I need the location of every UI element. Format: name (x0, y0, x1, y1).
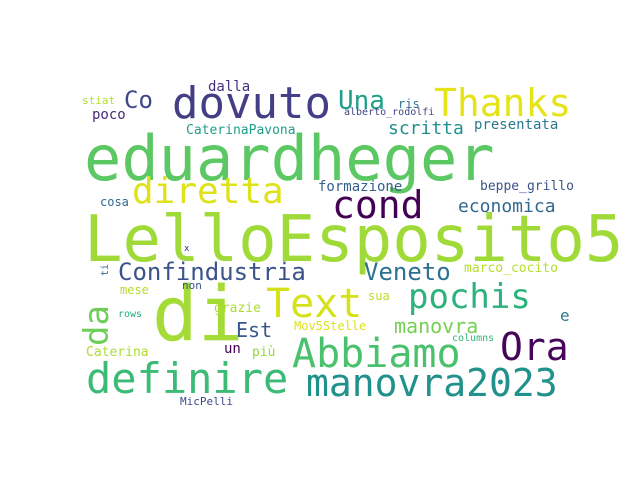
word: beppe_grillo (480, 179, 574, 194)
word: un (224, 341, 241, 357)
word: sua (368, 289, 390, 303)
word: cond (332, 183, 424, 227)
word: presentata (474, 117, 559, 133)
word: dovuto (172, 78, 331, 129)
word: Ora (500, 325, 569, 369)
word: MicPelli (180, 395, 233, 408)
word: ti (100, 263, 111, 276)
word: Text (266, 281, 363, 327)
word: di (152, 269, 244, 358)
word: Thanks (434, 81, 572, 125)
word: ris (398, 97, 420, 111)
word: Mov5Stelle (294, 319, 367, 333)
word: da (77, 305, 117, 346)
word: definire (86, 354, 289, 403)
word: poco (92, 107, 126, 123)
word: economica (458, 196, 556, 217)
word: CaterinaPavona (186, 123, 296, 138)
word: Co (124, 86, 153, 114)
word: marco_cocito (464, 261, 558, 276)
word: Confindustria (118, 258, 306, 286)
word: manovra2023 (306, 361, 558, 405)
word: alberto_rodolfi (344, 107, 435, 118)
word: LelloEsposito5 (84, 203, 624, 277)
word: più (252, 345, 276, 360)
word: diretta (132, 171, 284, 212)
word: scritta (388, 118, 464, 139)
word: columns (452, 333, 495, 344)
word: formazione (318, 179, 403, 195)
word: dalla (208, 79, 251, 95)
word: Est (236, 318, 273, 342)
word: Caterina (86, 345, 149, 360)
word: stiat (82, 94, 116, 107)
word: Veneto (364, 258, 451, 286)
word: mese (120, 283, 149, 297)
word: e (560, 306, 570, 325)
word: non (182, 279, 202, 292)
word: pochis (408, 277, 531, 317)
word: eduardheger (84, 122, 495, 195)
word: manovra (394, 314, 479, 338)
word: Abbiamo (292, 331, 461, 377)
word: cosa (100, 195, 129, 209)
word: grazie (214, 301, 261, 316)
word: rows (118, 309, 143, 320)
word: Una (338, 86, 385, 116)
word: x (184, 244, 190, 254)
